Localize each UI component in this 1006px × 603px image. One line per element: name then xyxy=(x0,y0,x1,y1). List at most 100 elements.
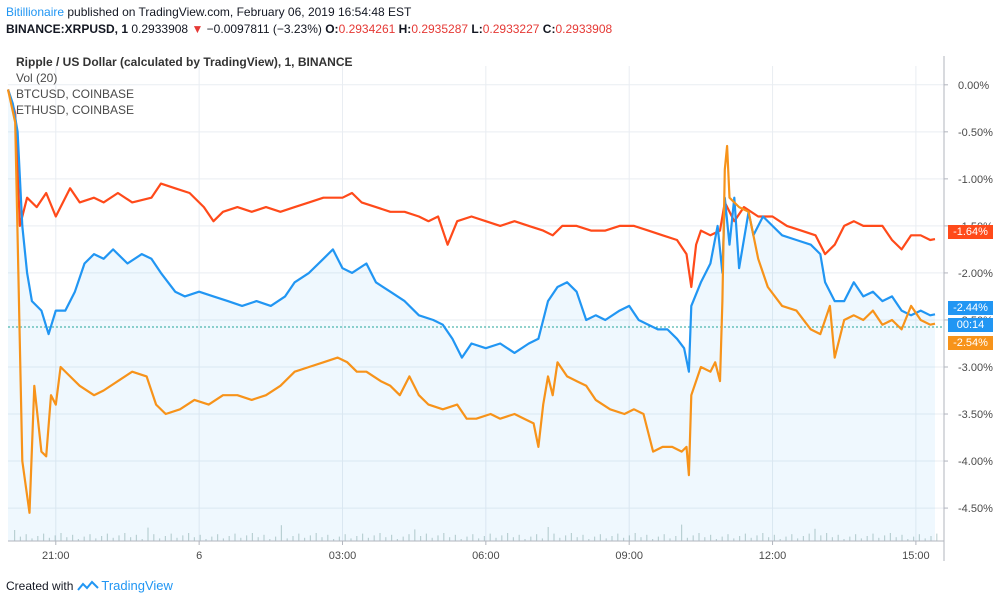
volume-bar xyxy=(367,537,369,541)
volume-bar xyxy=(547,527,549,541)
volume-bar xyxy=(588,539,590,541)
volume-bar xyxy=(385,537,387,541)
volume-bar xyxy=(570,533,572,541)
volume-bar xyxy=(130,537,132,541)
volume-bar xyxy=(188,533,190,541)
volume-bar xyxy=(692,535,694,541)
eth-price-tag: -2.54% xyxy=(948,336,993,350)
volume-bar xyxy=(872,533,874,541)
volume-bar xyxy=(338,536,340,541)
volume-bar xyxy=(541,538,543,541)
volume-bar xyxy=(779,539,781,541)
volume-bar xyxy=(14,530,16,541)
volume-bar xyxy=(251,533,253,541)
publish-info: Bitillionaire published on TradingView.c… xyxy=(6,5,411,19)
plot-area xyxy=(8,66,944,541)
volume-bar xyxy=(860,538,862,541)
volume-bar xyxy=(66,537,68,541)
volume-bar xyxy=(217,534,219,541)
volume-bar xyxy=(153,534,155,541)
volume-bar xyxy=(414,529,416,541)
y-tick-label: -1.00% xyxy=(958,174,993,186)
volume-bar xyxy=(837,534,839,541)
volume-bar xyxy=(222,538,224,541)
volume-bar xyxy=(889,533,891,541)
symbol-label: BINANCE:XRPUSD, 1 xyxy=(6,22,129,36)
down-arrow-icon: ▼ xyxy=(191,22,204,36)
xrp-price-tag: -1.64% xyxy=(948,225,993,239)
volume-bar xyxy=(309,535,311,541)
volume-bar xyxy=(640,537,642,541)
volume-bar xyxy=(611,536,613,541)
volume-bar xyxy=(507,533,509,541)
legend-btc: BTCUSD, COINBASE xyxy=(16,87,135,101)
volume-bar xyxy=(791,534,793,541)
y-tick-label: -3.00% xyxy=(958,362,993,374)
tradingview-logo-icon xyxy=(77,580,100,591)
volume-bar xyxy=(704,537,706,541)
tradingview-brand-link[interactable]: TradingView xyxy=(101,578,173,593)
volume-bar xyxy=(408,534,410,541)
volume-bar xyxy=(472,534,474,541)
volume-bar xyxy=(773,534,775,541)
volume-bar xyxy=(652,539,654,541)
high-value: 0.2935287 xyxy=(411,22,469,36)
volume-bar xyxy=(518,534,520,541)
btc-price-tag: -2.44% xyxy=(948,301,993,315)
author-link[interactable]: Bitillionaire xyxy=(6,5,65,19)
volume-bar xyxy=(449,537,451,541)
y-tick-label: -0.50% xyxy=(958,127,993,139)
volume-bar xyxy=(205,539,207,541)
volume-bar xyxy=(83,536,85,541)
volume-bar xyxy=(72,534,74,541)
volume-bar xyxy=(512,537,514,541)
volume-bar xyxy=(849,536,851,541)
volume-bar xyxy=(95,538,97,541)
volume-bar xyxy=(48,537,50,541)
volume-bar xyxy=(147,527,149,541)
volume-bar xyxy=(675,536,677,541)
volume-bar xyxy=(135,534,137,541)
volume-bar xyxy=(698,533,700,541)
volume-bar xyxy=(756,535,758,541)
y-tick-label: -4.00% xyxy=(958,456,993,468)
volume-bar xyxy=(855,534,857,541)
volume-bar xyxy=(797,538,799,541)
price-chart[interactable]: 0.00%-0.50%-1.00%-1.50%-2.00%-2.50%-3.00… xyxy=(0,0,1006,575)
volume-bar xyxy=(170,533,172,541)
volume-bar xyxy=(164,536,166,541)
volume-bar xyxy=(454,534,456,541)
volume-bar xyxy=(483,536,485,541)
volume-bar xyxy=(884,535,886,541)
publish-text: published on TradingView.com, February 0… xyxy=(64,5,412,19)
countdown-tag: 00:14 xyxy=(948,318,993,332)
volume-bar xyxy=(710,534,712,541)
volume-bar xyxy=(553,533,555,541)
volume-bar xyxy=(379,533,381,541)
volume-bar xyxy=(101,536,103,541)
volume-bar xyxy=(669,538,671,541)
volume-bar xyxy=(425,533,427,541)
volume-bar xyxy=(228,536,230,541)
volume-bar xyxy=(211,536,213,541)
price-change: −0.0097811 (−3.23%) xyxy=(206,22,322,36)
volume-bar xyxy=(930,536,932,541)
volume-bar xyxy=(89,534,91,541)
x-tick-label: 06:00 xyxy=(472,550,500,562)
volume-bar xyxy=(576,537,578,541)
chart-legend: Ripple / US Dollar (calculated by Tradin… xyxy=(16,54,353,118)
volume-bar xyxy=(269,539,271,541)
high-label: H: xyxy=(398,22,412,36)
volume-bar xyxy=(878,537,880,541)
last-price: 0.2933908 xyxy=(131,22,189,36)
legend-eth: ETHUSD, COINBASE xyxy=(16,103,135,117)
volume-bar xyxy=(530,536,532,541)
volume-bar xyxy=(657,536,659,541)
volume-bar xyxy=(240,537,242,541)
volume-bar xyxy=(582,534,584,541)
volume-bar xyxy=(280,525,282,541)
volume-bar xyxy=(344,534,346,541)
x-tick-label: 12:00 xyxy=(759,550,787,562)
x-tick-label: 6 xyxy=(196,550,202,562)
volume-bar xyxy=(495,537,497,541)
